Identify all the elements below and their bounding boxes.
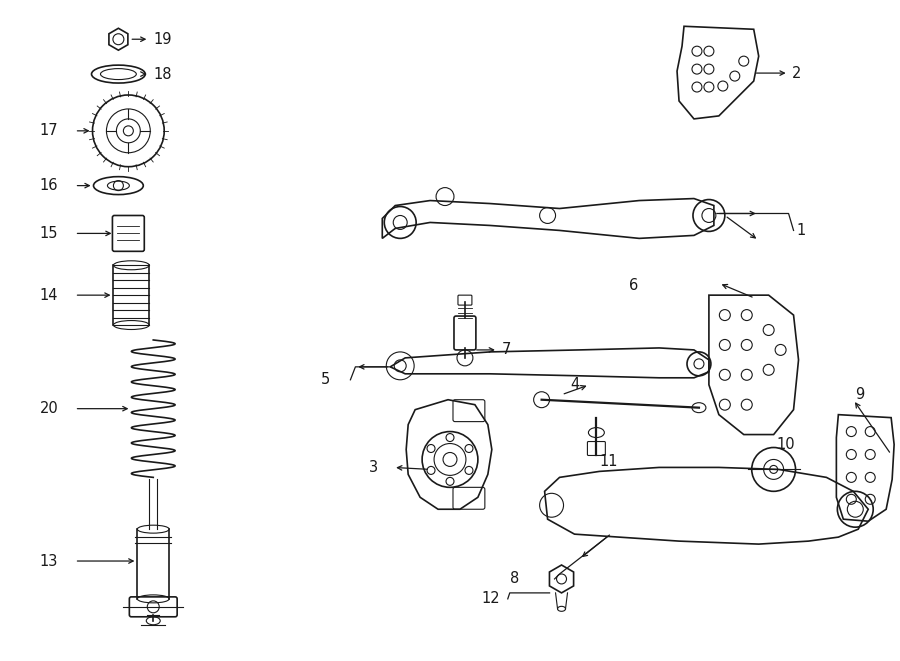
Text: 7: 7 [502, 342, 511, 358]
Text: 4: 4 [571, 377, 580, 392]
Text: 1: 1 [796, 223, 806, 238]
Text: 15: 15 [40, 226, 58, 241]
Text: 11: 11 [599, 454, 618, 469]
Text: 13: 13 [40, 553, 58, 568]
Text: 9: 9 [855, 387, 865, 403]
Text: 6: 6 [629, 278, 638, 293]
Text: 19: 19 [153, 32, 172, 47]
Text: 16: 16 [40, 178, 58, 193]
Text: 3: 3 [369, 460, 378, 475]
Text: 14: 14 [40, 288, 58, 303]
Text: 5: 5 [320, 372, 329, 387]
Text: 2: 2 [792, 65, 801, 81]
Text: 12: 12 [482, 592, 500, 606]
Text: 8: 8 [509, 572, 519, 586]
Text: 20: 20 [40, 401, 58, 416]
Text: 10: 10 [777, 437, 796, 452]
Text: 17: 17 [40, 124, 58, 138]
Text: 18: 18 [153, 67, 172, 81]
